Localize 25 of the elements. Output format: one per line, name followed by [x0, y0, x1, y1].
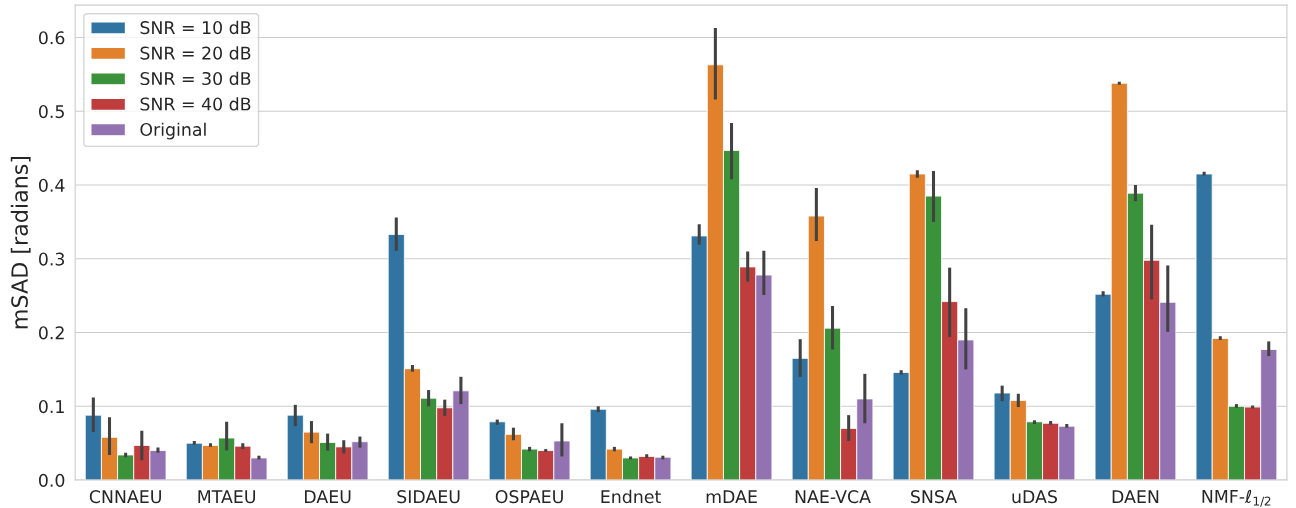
legend-label: SNR = 10 dB [140, 20, 251, 35]
x-tick-label: CNNAEU [89, 490, 161, 504]
y-tick-label: 0.0 [38, 473, 65, 487]
legend-label: SNR = 40 dB [140, 97, 251, 111]
x-tick-label: mDAE [706, 490, 757, 503]
y-tick-label: 0.1 [38, 400, 64, 414]
x-tick-label: Endnet [601, 489, 661, 504]
y-tick-label: 0.2 [38, 326, 64, 340]
x-tick-label: uDAS [1012, 490, 1057, 504]
y-axis-title: mSAD [radians] [10, 156, 31, 329]
x-tick-label: DAEU [305, 490, 351, 504]
legend-label: SNR = 30 dB [140, 71, 251, 86]
x-tick-label: NMF-ℓ$_{1/2}$ [1202, 489, 1271, 507]
x-tick-label: OSPAEU [495, 490, 563, 504]
x-tick-label: DAEN [1112, 490, 1159, 503]
legend-label: Original [140, 122, 206, 140]
x-tick-label: SIDAEU [397, 490, 460, 504]
y-tick-label: 0.4 [38, 178, 65, 192]
x-tick-label: SNSA [911, 490, 957, 504]
y-tick-label: 0.3 [38, 252, 65, 266]
y-tick-label: 0.5 [38, 105, 64, 119]
y-tick-label: 0.6 [38, 31, 65, 45]
x-tick-label: MTAEU [198, 490, 256, 504]
x-tick-label: NAE-VCA [795, 490, 871, 504]
legend-label: SNR = 20 dB [140, 46, 251, 60]
